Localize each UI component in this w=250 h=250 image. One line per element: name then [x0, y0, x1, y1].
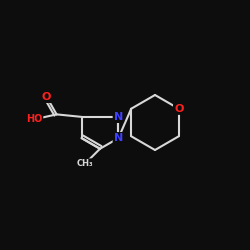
- Text: HO: HO: [26, 114, 42, 124]
- Text: N: N: [114, 133, 123, 143]
- Text: O: O: [42, 92, 51, 102]
- Text: CH₃: CH₃: [77, 159, 93, 168]
- Text: N: N: [114, 112, 123, 122]
- Text: O: O: [174, 104, 184, 114]
